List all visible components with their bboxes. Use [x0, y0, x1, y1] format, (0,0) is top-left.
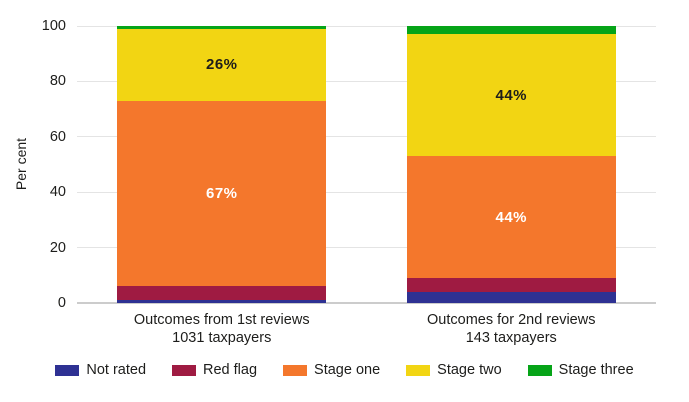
legend-swatch-stage-one [283, 364, 308, 376]
gridline [77, 247, 656, 249]
gridline [77, 80, 656, 82]
segment-value-label: 26% [205, 56, 238, 74]
gridline [77, 191, 656, 193]
legend-label: Stage two [437, 362, 502, 378]
legend-item-stage-two: Stage two [406, 362, 502, 378]
y-tick-label: 60 [49, 128, 66, 145]
legend-label: Red flag [203, 362, 258, 378]
stacked-bar-2: 44% 44% [406, 26, 616, 303]
gridline [77, 25, 656, 27]
legend-item-red-flag: Red flag [172, 362, 257, 378]
stacked-bar-1: 26% 67% [117, 26, 327, 303]
y-tick-label: 100 [41, 18, 66, 34]
segment-stage-three [406, 26, 616, 35]
segment-stage-two: 26% [117, 28, 327, 101]
x-axis-category-labels: Outcomes from 1st reviews 1031 taxpayers O… [77, 311, 656, 351]
segment-stage-one: 44% [406, 156, 616, 279]
plot-area: 26% 67% 44% 44% [77, 25, 656, 304]
y-tick-label: 40 [49, 184, 66, 201]
segment-value-label: 44% [495, 86, 528, 104]
legend-swatch-stage-two [406, 364, 431, 376]
category-label-line1: Outcomes for 2nd reviews [427, 312, 596, 328]
legend-swatch-not-rated [55, 364, 80, 376]
legend-item-stage-one: Stage one [283, 362, 380, 378]
legend-swatch-stage-three [527, 364, 552, 376]
category-label-line2: 1031 taxpayers [172, 330, 272, 346]
segment-red-flag [406, 278, 616, 292]
legend: Not rated Red flag Stage one Stage two Stage… [0, 362, 689, 378]
legend-label: Stage three [558, 362, 634, 378]
y-axis-tick-labels: 0 20 40 60 80 100 [0, 18, 66, 311]
legend-swatch-red-flag [172, 364, 197, 376]
category-label-2: Outcomes for 2nd reviews 143 taxpayers [367, 311, 657, 347]
segment-stage-two: 44% [406, 34, 616, 157]
legend-label: Stage one [314, 362, 381, 378]
x-axis-baseline [77, 302, 656, 304]
category-label-line1: Outcomes from 1st reviews [133, 312, 310, 328]
legend-item-not-rated: Not rated [55, 362, 146, 378]
category-label-line2: 143 taxpayers [465, 330, 557, 346]
y-tick-label: 80 [49, 73, 66, 90]
segment-stage-three [117, 26, 327, 29]
segment-not-rated [117, 300, 327, 303]
legend-item-stage-three: Stage three [527, 362, 634, 378]
legend-label: Not rated [86, 362, 147, 378]
segment-red-flag [117, 286, 327, 301]
y-tick-label: 0 [57, 295, 66, 311]
segment-not-rated [406, 291, 616, 303]
gridline [77, 136, 656, 138]
segment-value-label: 67% [205, 185, 238, 203]
y-tick-label: 20 [49, 239, 66, 256]
category-label-1: Outcomes from 1st reviews 1031 taxpayers [77, 311, 367, 347]
segment-value-label: 44% [495, 208, 528, 226]
segment-stage-one: 67% [117, 100, 327, 287]
